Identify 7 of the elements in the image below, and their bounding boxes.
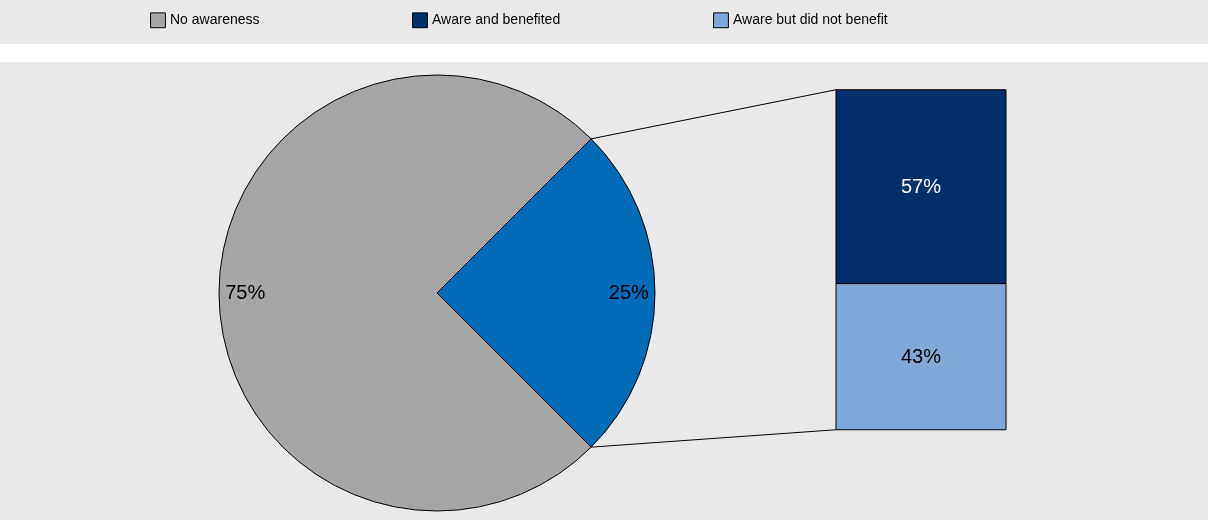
data-label: 75% [225,281,266,303]
data-label: 43% [900,344,942,367]
data-label: 57% [900,174,942,197]
legend-label: Aware and benefited [432,11,561,28]
data-label: 25% [608,281,650,303]
legend-label: Aware but did not benefit [733,11,888,28]
legend-label: No awareness [170,11,260,28]
